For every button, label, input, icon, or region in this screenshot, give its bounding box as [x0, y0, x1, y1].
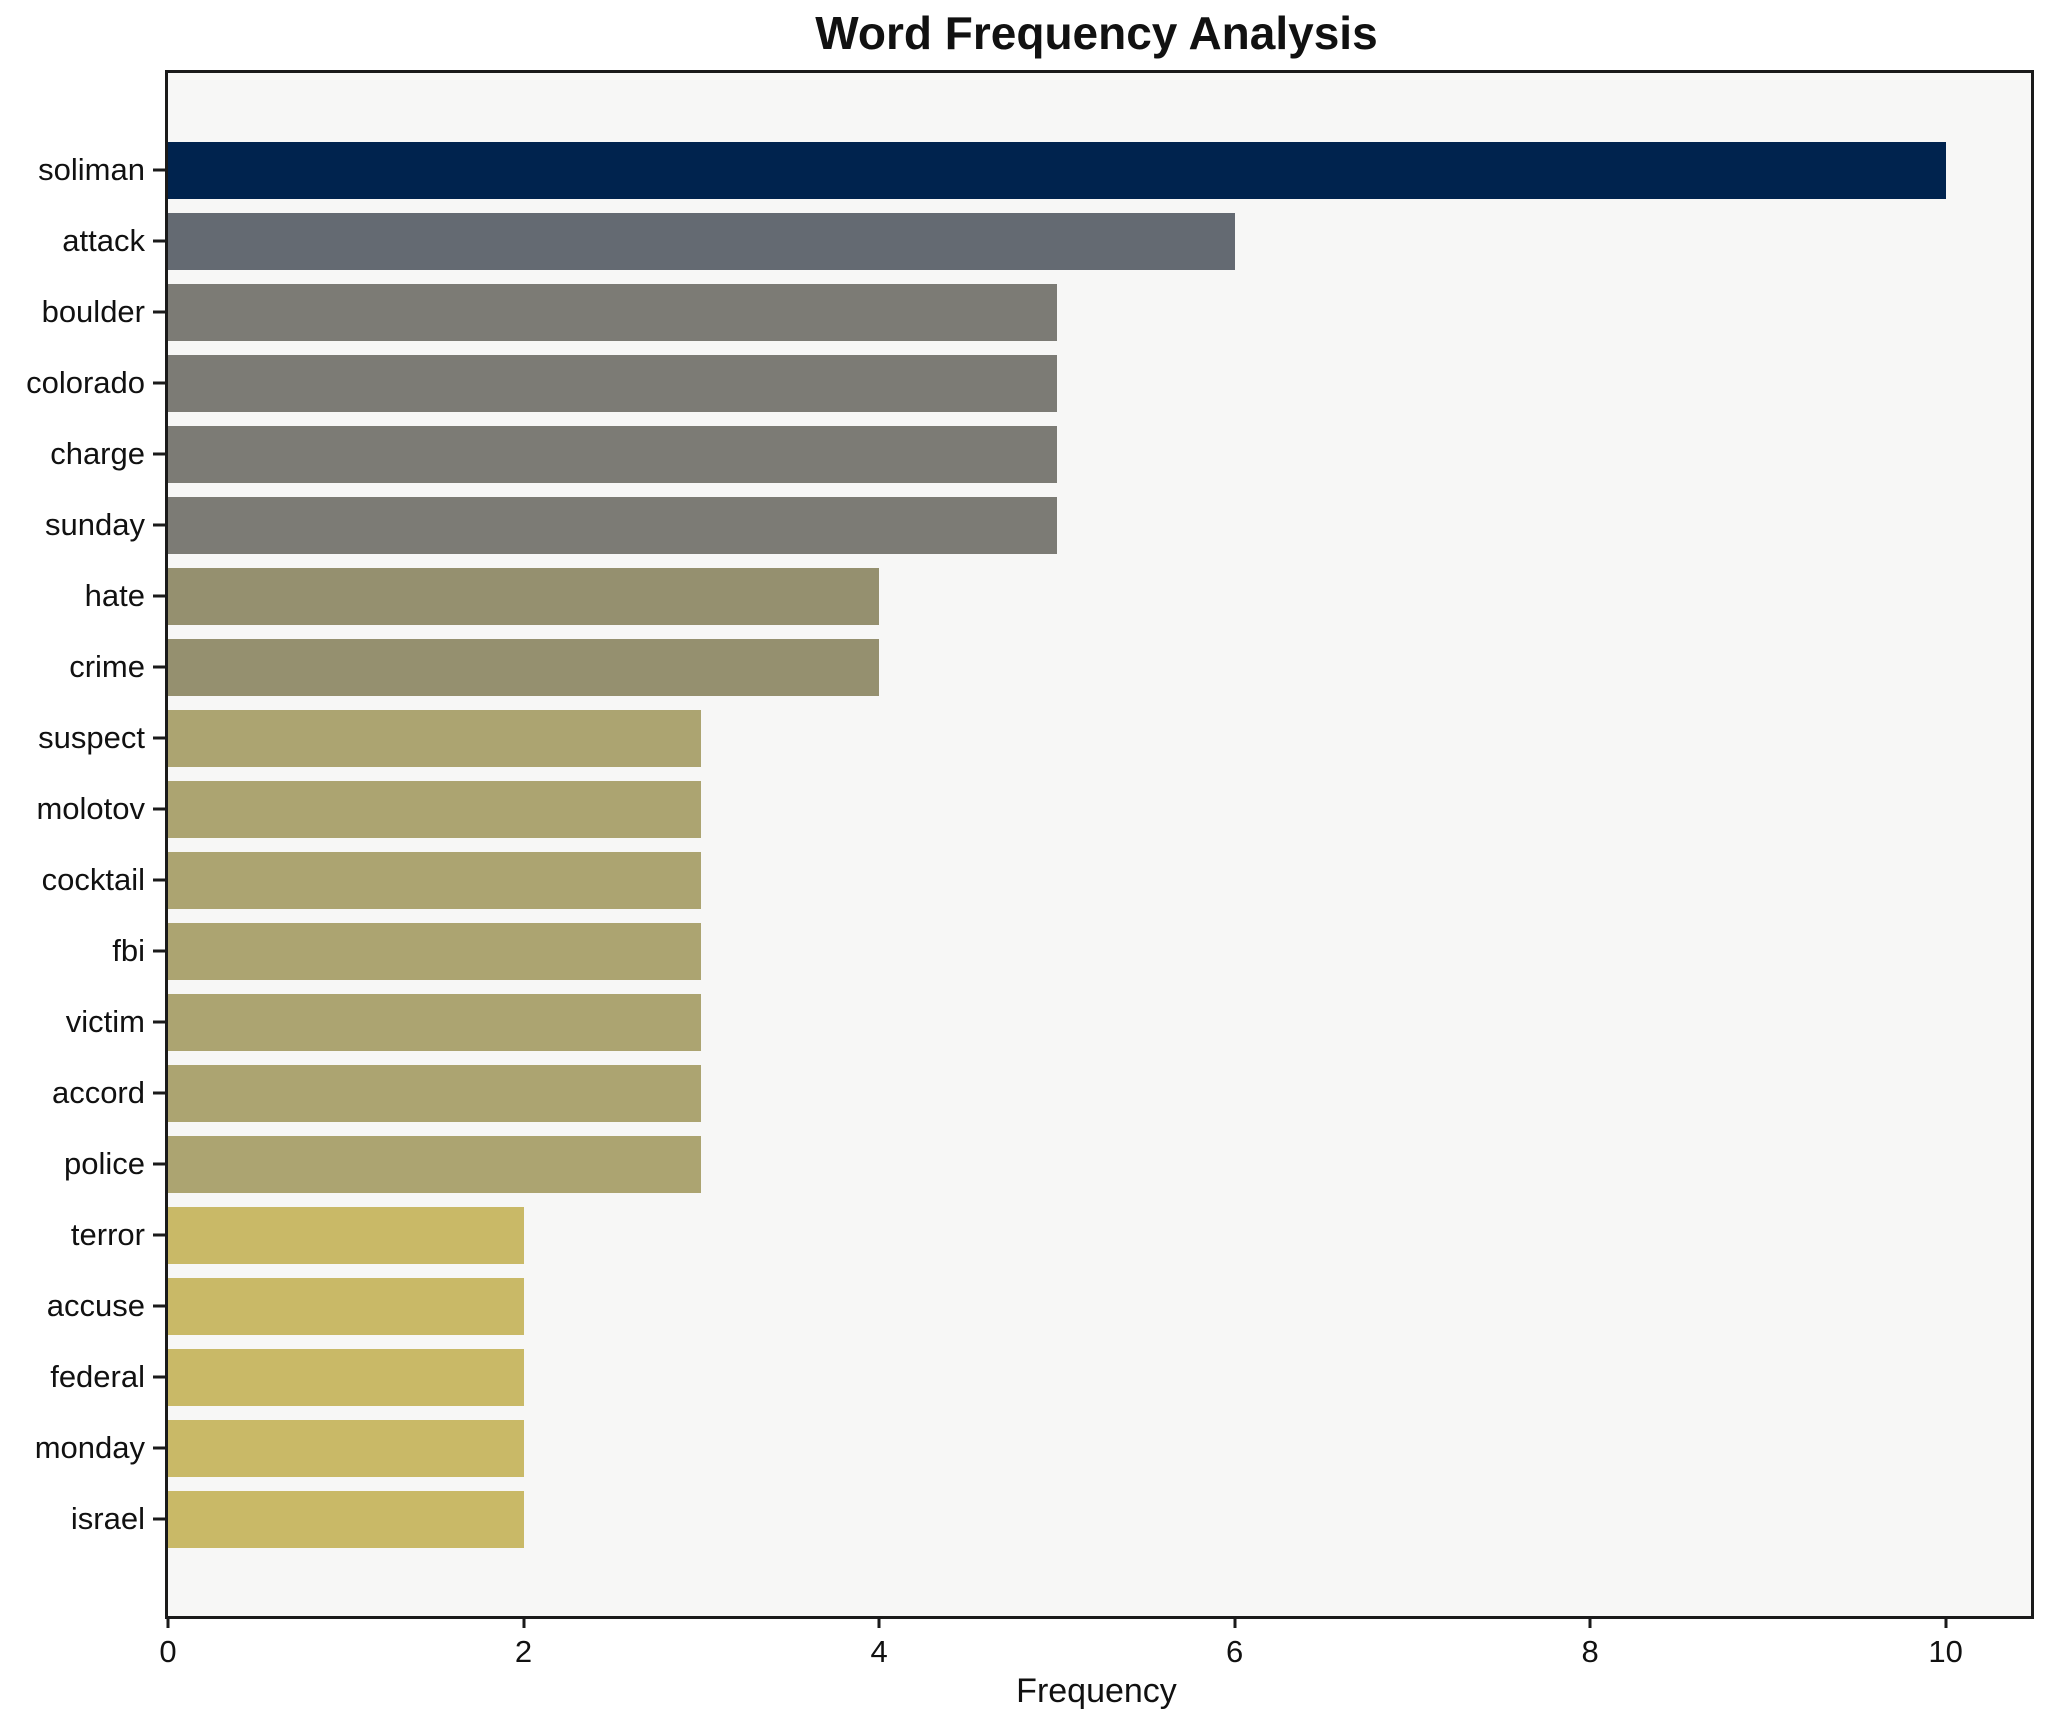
y-tick-label-cocktail: cocktail: [41, 862, 145, 897]
plot-area: [165, 70, 2034, 1619]
y-tick-mark-attack: [153, 239, 165, 243]
x-tick-mark-0: [166, 1616, 170, 1628]
bar-federal: [168, 1348, 524, 1406]
y-tick-mark-israel: [153, 1517, 165, 1521]
y-tick-label-boulder: boulder: [41, 294, 145, 329]
y-tick-mark-police: [153, 1162, 165, 1166]
x-tick-mark-2: [522, 1616, 526, 1628]
y-tick-mark-molotov: [153, 807, 165, 811]
y-tick-label-molotov: molotov: [36, 791, 145, 826]
x-axis-title: Frequency: [1016, 1672, 1177, 1710]
x-tick-label-6: 6: [1225, 1634, 1244, 1669]
y-tick-mark-boulder: [153, 310, 165, 314]
y-tick-mark-terror: [153, 1233, 165, 1237]
bar-boulder: [168, 283, 1057, 341]
bar-victim: [168, 993, 701, 1051]
y-tick-label-soliman: soliman: [38, 152, 145, 187]
y-tick-mark-charge: [153, 452, 165, 456]
bar-attack: [168, 212, 1235, 270]
y-tick-label-federal: federal: [50, 1359, 145, 1394]
y-tick-mark-cocktail: [153, 878, 165, 882]
y-tick-mark-crime: [153, 665, 165, 669]
y-tick-label-hate: hate: [84, 578, 145, 613]
y-tick-label-police: police: [64, 1146, 145, 1181]
bar-fbi: [168, 922, 701, 980]
x-tick-mark-8: [1588, 1616, 1592, 1628]
bar-molotov: [168, 780, 701, 838]
bar-hate: [168, 567, 879, 625]
y-tick-mark-accord: [153, 1091, 165, 1095]
x-tick-mark-6: [1233, 1616, 1237, 1628]
bar-police: [168, 1135, 701, 1193]
y-tick-label-sunday: sunday: [45, 507, 145, 542]
bar-accord: [168, 1064, 701, 1122]
bar-colorado: [168, 354, 1057, 412]
y-tick-label-crime: crime: [69, 649, 145, 684]
y-tick-mark-sunday: [153, 523, 165, 527]
y-tick-mark-accuse: [153, 1304, 165, 1308]
bar-sunday: [168, 496, 1057, 554]
y-tick-label-victim: victim: [65, 1004, 145, 1039]
bar-suspect: [168, 709, 701, 767]
x-tick-label-8: 8: [1581, 1634, 1599, 1669]
y-tick-label-israel: israel: [70, 1501, 145, 1536]
x-tick-mark-4: [877, 1616, 881, 1628]
bar-charge: [168, 425, 1057, 483]
y-tick-mark-suspect: [153, 736, 165, 740]
bar-crime: [168, 638, 879, 696]
bar-soliman: [168, 141, 1946, 199]
bar-accuse: [168, 1277, 524, 1335]
x-tick-label-10: 10: [1928, 1634, 1963, 1669]
y-tick-label-accord: accord: [51, 1075, 145, 1110]
bar-monday: [168, 1419, 524, 1477]
chart-title: Word Frequency Analysis: [815, 7, 1378, 59]
x-tick-label-0: 0: [159, 1634, 177, 1669]
bar-cocktail: [168, 851, 701, 909]
y-tick-label-monday: monday: [34, 1430, 145, 1465]
y-tick-mark-monday: [153, 1446, 165, 1450]
y-tick-mark-hate: [153, 594, 165, 598]
x-tick-label-2: 2: [514, 1634, 533, 1669]
y-tick-label-charge: charge: [50, 436, 145, 471]
bar-terror: [168, 1206, 524, 1264]
y-tick-mark-victim: [153, 1020, 165, 1024]
y-tick-label-terror: terror: [70, 1217, 145, 1252]
y-tick-mark-federal: [153, 1375, 165, 1379]
y-tick-label-accuse: accuse: [46, 1288, 145, 1323]
bar-israel: [168, 1490, 524, 1548]
y-tick-label-suspect: suspect: [38, 720, 145, 755]
y-tick-label-attack: attack: [62, 223, 145, 258]
x-tick-label-4: 4: [870, 1634, 888, 1669]
y-tick-mark-fbi: [153, 949, 165, 953]
x-tick-mark-10: [1944, 1616, 1948, 1628]
y-tick-mark-soliman: [153, 168, 165, 172]
y-tick-mark-colorado: [153, 381, 165, 385]
y-tick-label-fbi: fbi: [112, 933, 145, 968]
y-tick-label-colorado: colorado: [26, 365, 145, 400]
